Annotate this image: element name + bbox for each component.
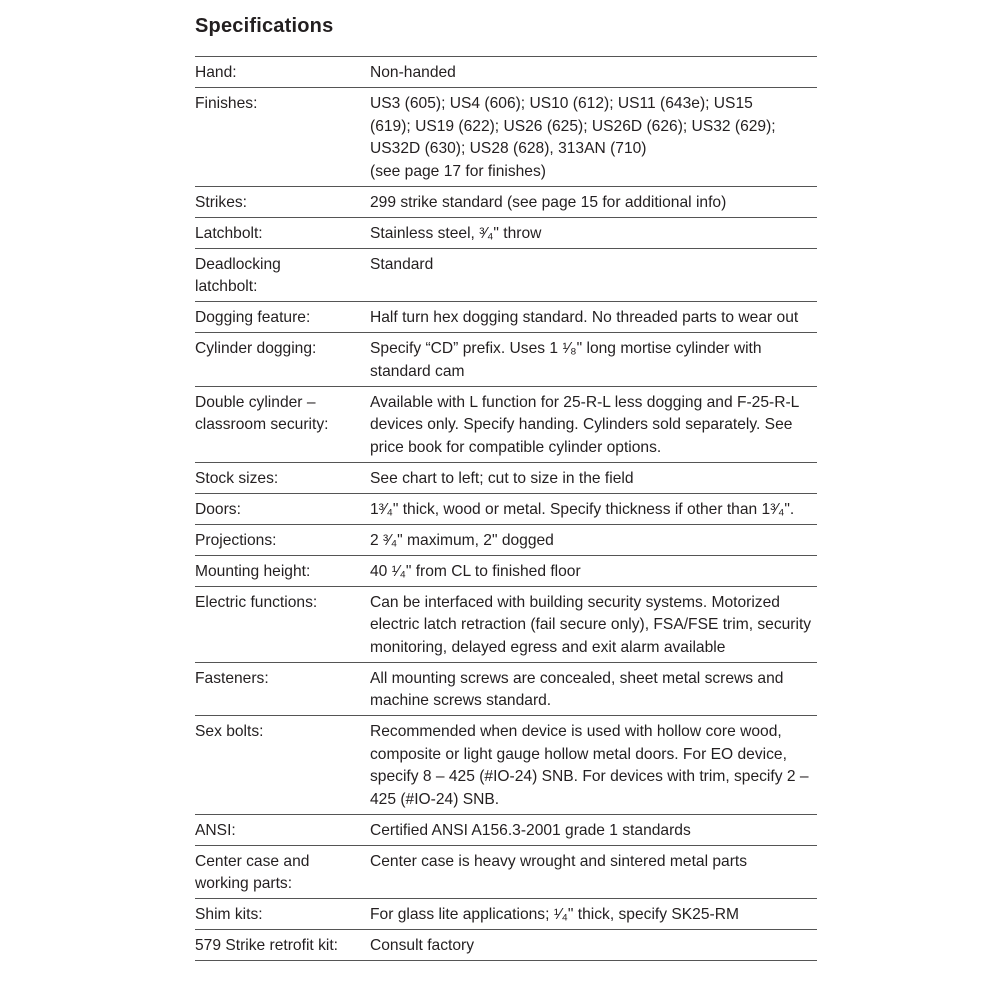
spec-value: Stainless steel, ³⁄₄" throw: [370, 224, 542, 242]
spec-row: Stock sizes: See chart to left; cut to si…: [195, 463, 817, 494]
page-title: Specifications: [195, 15, 334, 37]
spec-value: 2 ³⁄₄" maximum, 2" dogged: [370, 531, 554, 549]
spec-value: See chart to left; cut to size in the fi…: [370, 469, 634, 487]
spec-label: ANSI:: [195, 821, 236, 839]
spec-label: Mounting height:: [195, 562, 311, 580]
spec-value: Center case is heavy wrought and sintere…: [370, 852, 748, 870]
spec-label: Center case and working parts:: [195, 852, 310, 893]
spec-label: Electric functions:: [195, 593, 318, 611]
spec-label: Doors:: [195, 500, 241, 518]
spec-label: Strikes:: [195, 193, 247, 211]
spec-row: Hand: Non-handed: [195, 57, 817, 88]
spec-label: Hand:: [195, 64, 237, 81]
spec-value: Recommended when device is used with hol…: [370, 723, 809, 808]
spec-label: Shim kits:: [195, 906, 263, 923]
spec-value: Non-handed: [370, 64, 456, 81]
spec-label: Sex bolts:: [195, 723, 264, 740]
spec-row: Shim kits: For glass lite applications; ¹…: [195, 899, 817, 930]
spec-label: Fasteners:: [195, 669, 269, 687]
spec-value: For glass lite applications; ¹⁄₄" thick,…: [370, 906, 739, 923]
spec-value: Can be interfaced with building security…: [370, 593, 812, 656]
spec-row: Double cylinder – classroom security: Ava…: [195, 387, 817, 463]
spec-row: ANSI: Certified ANSI A156.3-2001 grade 1 …: [195, 815, 817, 846]
spec-value: 299 strike standard (see page 15 for add…: [370, 193, 727, 211]
spec-value: 40 ¹⁄₄" from CL to finished floor: [370, 562, 581, 580]
spec-value: All mounting screws are concealed, sheet…: [370, 669, 784, 710]
spec-row: Center case and working parts: Center cas…: [195, 846, 817, 899]
spec-label: Double cylinder – classroom security:: [195, 393, 329, 434]
spec-value: Consult factory: [370, 937, 475, 954]
spec-value: Certified ANSI A156.3-2001 grade 1 stand…: [370, 821, 691, 839]
spec-label: Projections:: [195, 531, 277, 549]
spec-row: Dogging feature: Half turn hex dogging st…: [195, 302, 817, 333]
spec-value: Standard: [370, 255, 434, 273]
spec-label: Deadlocking latchbolt:: [195, 255, 281, 296]
spec-row: Mounting height: 40 ¹⁄₄" from CL to finis…: [195, 556, 817, 587]
spec-label: Cylinder dogging:: [195, 340, 317, 357]
spec-value: Specify “CD” prefix. Uses 1 ¹⁄₈" long mo…: [370, 340, 762, 380]
spec-row: Fasteners: All mounting screws are concea…: [195, 663, 817, 716]
spec-label: 579 Strike retrofit kit:: [195, 937, 338, 954]
spec-row: Electric functions: Can be interfaced wit…: [195, 587, 817, 663]
spec-value: US3 (605); US4 (606); US10 (612); US11 (…: [370, 95, 776, 180]
spec-label: Latchbolt:: [195, 224, 263, 242]
spec-row: Doors: 1³⁄₄" thick, wood or metal. Specif…: [195, 494, 817, 525]
spec-row: Finishes: US3 (605); US4 (606); US10 (612…: [195, 88, 817, 187]
spec-row: 579 Strike retrofit kit: Consult factory: [195, 930, 817, 961]
spec-value: 1³⁄₄" thick, wood or metal. Specify thic…: [370, 500, 795, 518]
spec-row: Projections: 2 ³⁄₄" maximum, 2" dogged: [195, 525, 817, 556]
spec-row: Strikes: 299 strike standard (see page 15…: [195, 187, 817, 218]
spec-label: Finishes:: [195, 95, 258, 112]
spec-label: Dogging feature:: [195, 309, 311, 326]
specifications-table: Hand: Non-handed Finishes: US3 (605); US4 (…: [195, 56, 817, 961]
spec-row: Sex bolts: Recommended when device is use…: [195, 716, 817, 815]
spec-value: Available with L function for 25-R-L les…: [370, 393, 799, 456]
spec-label: Stock sizes:: [195, 469, 279, 487]
spec-row: Latchbolt: Stainless steel, ³⁄₄" throw: [195, 218, 817, 249]
spec-row: Cylinder dogging: Specify “CD” prefix. Us…: [195, 333, 817, 387]
spec-row: Deadlocking latchbolt: Standard: [195, 249, 817, 302]
spec-value: Half turn hex dogging standard. No threa…: [370, 309, 799, 326]
